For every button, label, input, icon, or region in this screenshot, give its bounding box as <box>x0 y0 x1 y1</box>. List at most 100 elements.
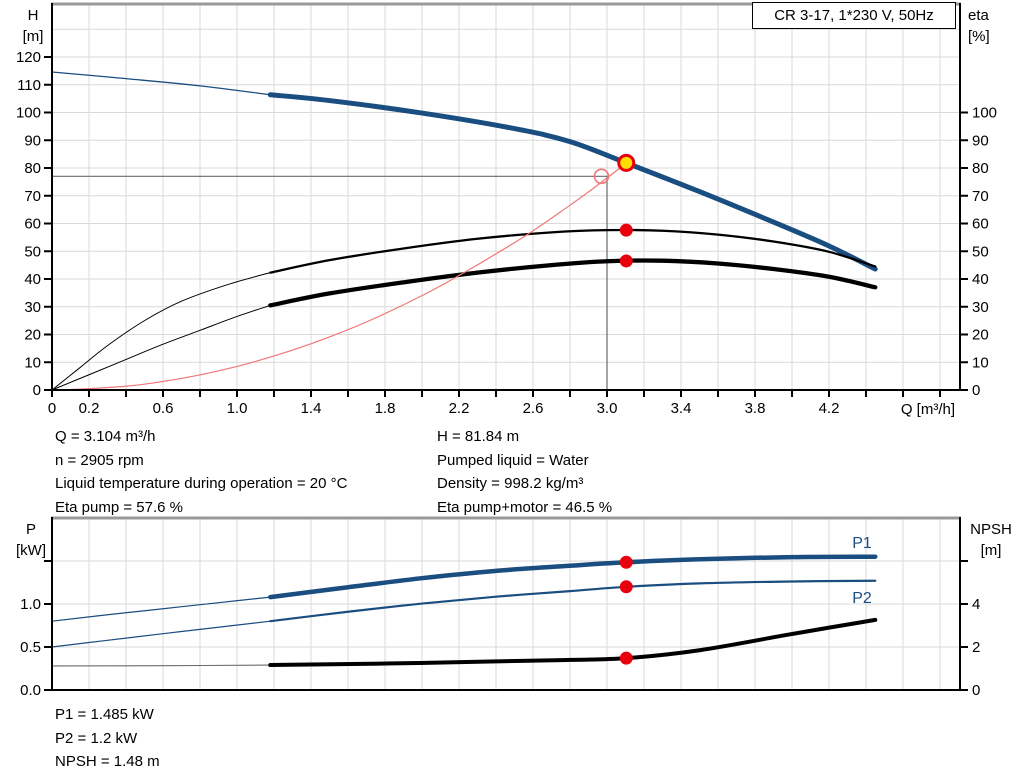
axes <box>51 3 961 391</box>
svg-text:0.2: 0.2 <box>79 400 100 417</box>
annotation-density: Density = 998.2 kg/m³ <box>437 475 584 492</box>
svg-text:40: 40 <box>972 271 989 288</box>
duty-annotations-left: Q = 3.104 m³/h n = 2905 rpm Liquid tempe… <box>55 425 347 519</box>
svg-text:0: 0 <box>48 400 56 417</box>
eta-pump <box>269 228 877 274</box>
svg-text:10: 10 <box>972 354 989 371</box>
p1-series-label: P1 <box>852 535 872 552</box>
lower-chart: 0.0 0.5 1.0 0 2 4 <box>20 516 980 699</box>
svg-text:2: 2 <box>972 639 980 656</box>
svg-text:4.2: 4.2 <box>819 400 840 417</box>
upper-chart: 0 10 20 30 40 50 60 70 80 90 100 110 120 0 10 20 30 40 50 6… <box>16 2 997 417</box>
svg-text:4: 4 <box>972 596 980 613</box>
power-annotations: P1 = 1.485 kW P2 = 1.2 kW NPSH = 1.48 m <box>55 703 160 774</box>
q-axis-title-text: Q [m³/h] <box>900 401 955 418</box>
svg-text:70: 70 <box>24 188 41 205</box>
svg-text:3.0: 3.0 <box>597 400 618 417</box>
p-axis-title: P [kW] <box>10 519 52 561</box>
svg-text:1.0: 1.0 <box>227 400 248 417</box>
p2-series-label: P2 <box>852 590 872 607</box>
gridlines <box>52 4 960 390</box>
annotation-p2: P2 = 1.2 kW <box>55 729 138 747</box>
svg-text:0: 0 <box>33 382 41 399</box>
svg-text:2.2: 2.2 <box>449 400 470 417</box>
svg-text:1.4: 1.4 <box>301 400 322 417</box>
p-axis-title-line1: P <box>25 521 36 538</box>
annotation-q: Q = 3.104 m³/h <box>55 428 156 445</box>
h-axis-title-line2: [m] <box>22 28 44 45</box>
svg-text:10: 10 <box>24 354 41 371</box>
svg-text:110: 110 <box>17 77 41 94</box>
svg-text:3.8: 3.8 <box>745 400 766 417</box>
eta-axis-title: eta [%] <box>968 5 1020 47</box>
annotation-eta-pump: Eta pump = 57.6 % <box>55 498 183 516</box>
requested-duty-point-marker <box>593 168 610 185</box>
npsh-axis-title-line2: [m] <box>980 542 1002 559</box>
svg-text:60: 60 <box>972 216 989 233</box>
npsh-curve <box>268 617 878 668</box>
svg-text:20: 20 <box>24 327 41 344</box>
annotation-p1: P1 = 1.485 kW <box>55 706 154 723</box>
eta-axis-title-line2: [%] <box>968 28 990 45</box>
svg-text:0: 0 <box>972 382 980 399</box>
svg-text:90: 90 <box>24 132 41 149</box>
svg-text:60: 60 <box>24 216 41 233</box>
svg-text:100: 100 <box>972 105 997 122</box>
annotation-eta-pump-motor: Eta pump+motor = 46.5 % <box>437 498 613 516</box>
p1-point-marker <box>619 555 633 569</box>
svg-text:50: 50 <box>972 243 989 260</box>
svg-text:120: 120 <box>16 49 41 66</box>
annotation-liquid-temp: Liquid temperature during operation = 20… <box>55 475 348 492</box>
svg-text:0: 0 <box>972 682 980 699</box>
p1-curve-thin <box>51 596 271 622</box>
svg-text:2.6: 2.6 <box>523 400 544 417</box>
svg-text:30: 30 <box>972 299 989 316</box>
npsh-axis-title-line1: NPSH <box>970 521 1012 538</box>
duty-point-marker <box>617 153 636 172</box>
svg-text:20: 20 <box>972 327 989 344</box>
tick-marks-and-labels: 0 10 20 30 40 50 60 70 80 90 100 110 120 0 10 20 30 40 50 6… <box>16 49 997 417</box>
svg-text:40: 40 <box>24 271 41 288</box>
system-curve <box>60 162 627 391</box>
npsh-axis-title: NPSH [m] <box>962 519 1020 561</box>
p2-point-marker <box>619 580 633 594</box>
p2-curve <box>269 579 877 623</box>
eta-pump-point-marker <box>619 223 633 237</box>
p1-curve <box>268 554 878 600</box>
svg-text:0.5: 0.5 <box>20 639 41 656</box>
h-axis-title-line1: H <box>27 7 39 24</box>
svg-text:80: 80 <box>972 160 989 177</box>
p2-curve-thin <box>51 620 271 648</box>
eta-pump-motor <box>268 258 878 308</box>
svg-text:100: 100 <box>16 105 41 122</box>
svg-text:1.0: 1.0 <box>20 596 41 613</box>
svg-text:30: 30 <box>24 299 41 316</box>
tick-marks-and-labels: 0.0 0.5 1.0 0 2 4 <box>20 560 980 699</box>
p-axis-title-line2: [kW] <box>16 542 46 559</box>
pump-title-box: CR 3-17, 1*230 V, 50Hz <box>752 2 956 29</box>
head-curve <box>267 92 878 272</box>
duty-crosshair <box>52 175 608 390</box>
npsh-curve-thin <box>51 664 271 667</box>
annotation-npsh: NPSH = 1.48 m <box>55 753 160 770</box>
annotation-pumped-liquid: Pumped liquid = Water <box>437 451 589 469</box>
h-axis-title: H [m] <box>12 5 54 47</box>
eta-pump-motor-point-marker <box>619 254 633 268</box>
svg-text:1.8: 1.8 <box>375 400 396 417</box>
eta-axis-title-line1: eta <box>968 7 989 24</box>
svg-text:3.4: 3.4 <box>671 400 692 417</box>
svg-text:0.0: 0.0 <box>20 682 41 699</box>
head-curve-thin <box>51 71 271 96</box>
svg-text:50: 50 <box>24 243 41 260</box>
duty-annotations-right: H = 81.84 m Pumped liquid = Water Densit… <box>437 425 612 519</box>
svg-text:0.6: 0.6 <box>153 400 174 417</box>
eta-pump-motor-thin <box>51 304 271 391</box>
annotation-h: H = 81.84 m <box>437 428 520 445</box>
npsh-point-marker <box>619 651 633 665</box>
q-axis-title: Q [m³/h] <box>855 399 955 420</box>
svg-text:80: 80 <box>24 160 41 177</box>
gridlines <box>52 518 960 690</box>
svg-text:90: 90 <box>972 132 989 149</box>
